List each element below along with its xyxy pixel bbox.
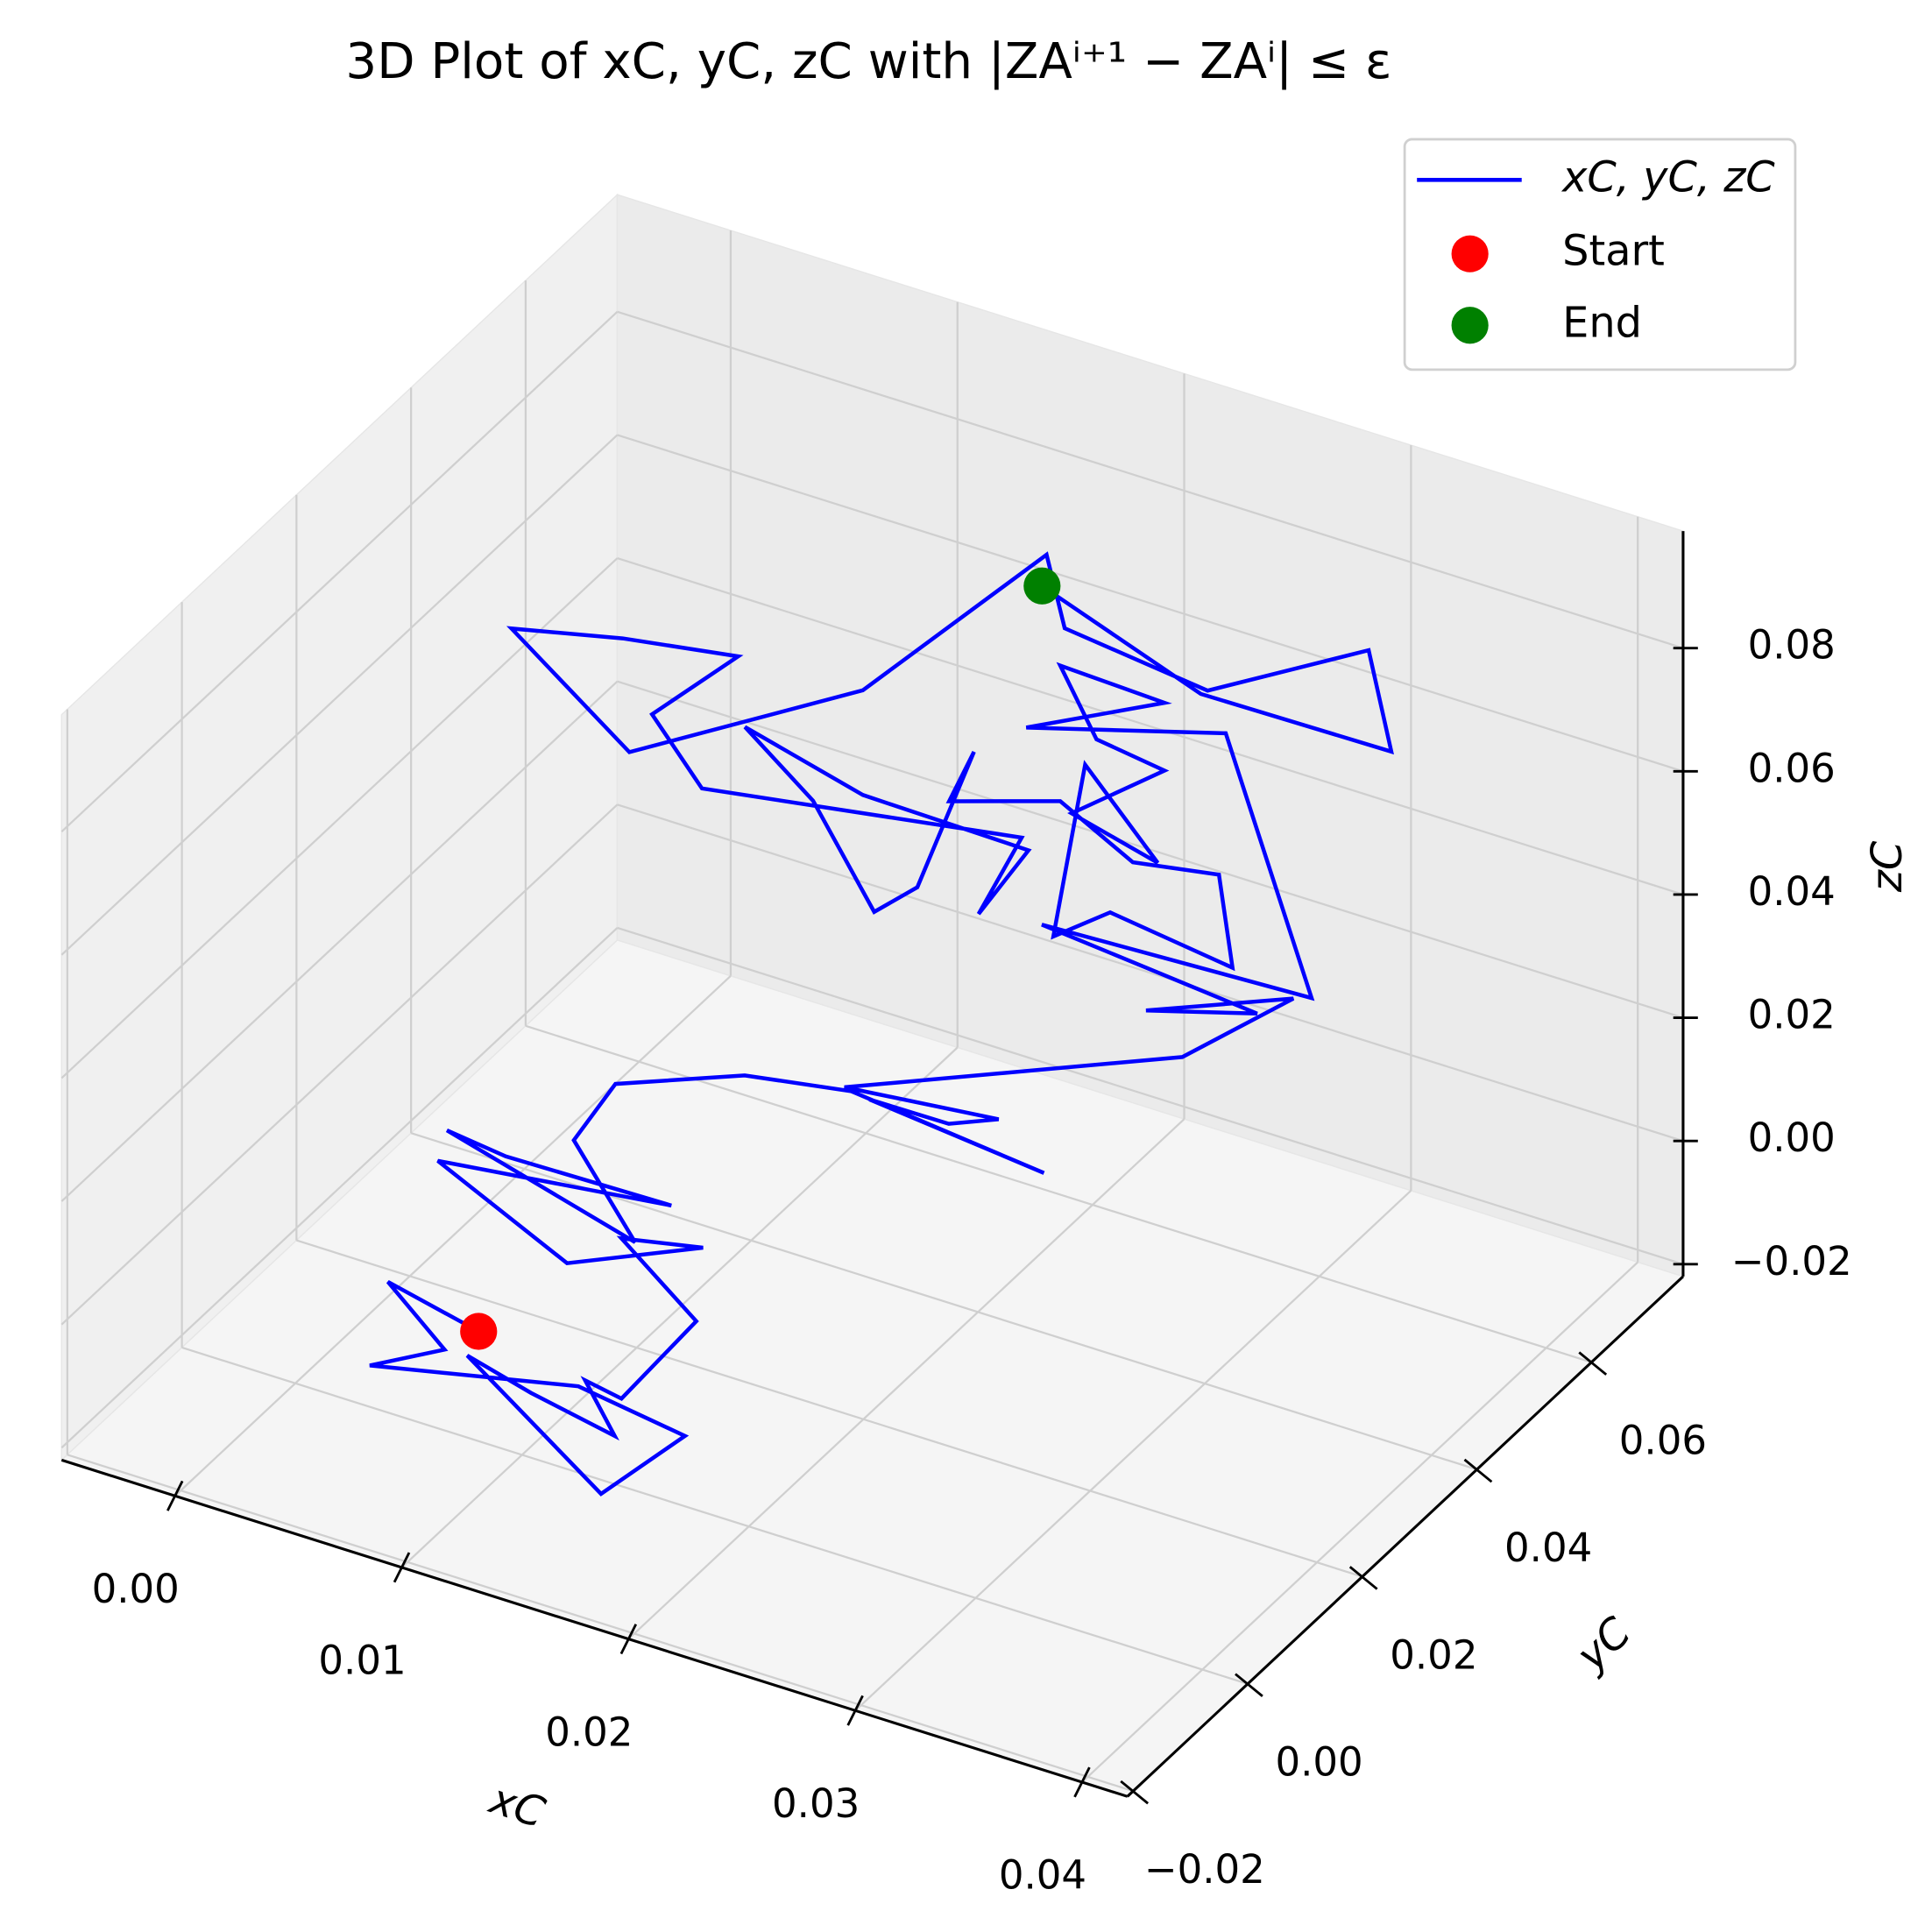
- grid-line: [60, 803, 619, 1326]
- grid-line: [617, 926, 1684, 1265]
- x-tick: [166, 1480, 184, 1511]
- y-tick-label: 0.02: [1390, 1631, 1477, 1678]
- grid-line: [854, 1190, 1412, 1712]
- x-tick: [393, 1552, 411, 1583]
- z-axis-label: zC: [1864, 840, 1912, 893]
- legend-marker: [1451, 235, 1489, 272]
- y-tick: [1463, 1458, 1493, 1483]
- legend-label: End: [1562, 299, 1642, 347]
- y-tick-label: 0.04: [1504, 1525, 1592, 1571]
- grid-line: [181, 1346, 1249, 1685]
- x-tick-label: 0.03: [772, 1780, 860, 1827]
- grid-line: [617, 556, 1684, 896]
- grid-line: [60, 927, 619, 1449]
- chart-title: 3D Plot of xC, yC, zC with |ZAⁱ⁺¹ − ZAⁱ|…: [345, 33, 1391, 90]
- z-tick-label: 0.02: [1748, 992, 1836, 1038]
- legend-label: Start: [1562, 228, 1665, 276]
- y-tick: [1348, 1566, 1378, 1590]
- y-tick: [1120, 1780, 1150, 1805]
- grid-line: [173, 974, 732, 1497]
- legend-box: [1403, 138, 1797, 372]
- y-tick: [1578, 1351, 1608, 1376]
- data-line: [369, 551, 1394, 1497]
- y-tick: [1235, 1673, 1263, 1697]
- legend: xC, yC, zC Start End: [1403, 138, 1797, 372]
- y-tick-label: 0.06: [1619, 1418, 1707, 1464]
- point-marker: [460, 1313, 498, 1350]
- grid-line: [400, 1046, 959, 1568]
- grid-line: [525, 1024, 1592, 1363]
- y-tick-label: 0.00: [1275, 1739, 1362, 1786]
- grid-line: [60, 434, 619, 956]
- grid-line: [1081, 1261, 1638, 1783]
- axis-line: [60, 1458, 1129, 1798]
- x-tick-label: 0.02: [545, 1709, 633, 1755]
- z-tick-label: 0.08: [1748, 622, 1836, 669]
- x-tick-label: 0.04: [999, 1852, 1086, 1899]
- x-tick: [1073, 1766, 1091, 1798]
- grid-line: [617, 310, 1684, 649]
- grid-line: [67, 1454, 1134, 1793]
- point-marker: [1023, 567, 1061, 605]
- y-tick-label: −0.02: [1144, 1846, 1265, 1893]
- z-tick-label: 0.04: [1748, 868, 1836, 915]
- z-tick-label: 0.00: [1748, 1115, 1836, 1161]
- x-axis-label: xC: [483, 1774, 551, 1837]
- grid-line: [60, 310, 619, 833]
- grid-line: [627, 1118, 1185, 1640]
- x-tick-label: 0.00: [92, 1566, 180, 1612]
- z-tick-label: 0.06: [1748, 745, 1836, 791]
- grid-line: [296, 1239, 1363, 1578]
- z-tick-label: −0.02: [1731, 1238, 1852, 1284]
- y-axis-label: yC: [1567, 1608, 1641, 1681]
- legend-label: xC, yC, zC: [1560, 153, 1775, 202]
- grid-line: [617, 803, 1684, 1143]
- x-tick: [619, 1624, 638, 1655]
- grid-line: [617, 434, 1684, 773]
- x-tick: [846, 1695, 864, 1726]
- grid-line: [60, 680, 619, 1202]
- legend-marker: [1451, 307, 1489, 344]
- x-tick-label: 0.01: [318, 1638, 406, 1684]
